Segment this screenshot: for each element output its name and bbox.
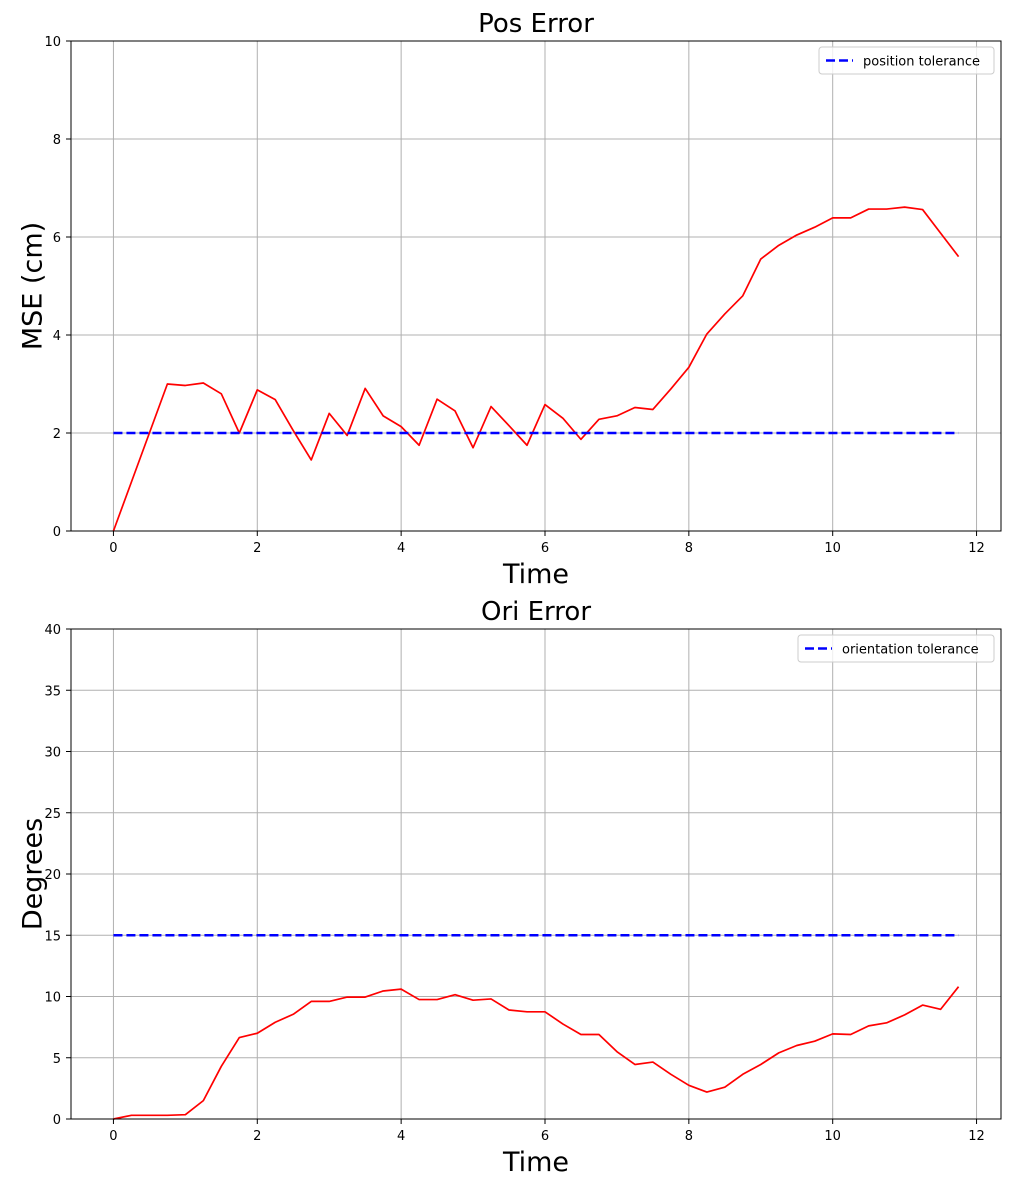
pos-error-x-tick-label: 6: [541, 541, 549, 556]
pos-error-y-tick-label: 8: [53, 133, 61, 148]
pos-error-error-line: [112, 206, 960, 532]
ori-error-ticks: 0 2 4 6 8 10 12 0 5 10 15 20 25 30 35 40: [44, 623, 984, 1144]
ori-error-y-tick-label: 10: [44, 991, 61, 1006]
pos-error-x-tick-label: 4: [397, 541, 405, 556]
pos-error-x-tick-label: 12: [968, 541, 985, 556]
pos-error-x-tick-label: 10: [824, 541, 841, 556]
ori-error-x-tick-label: 2: [253, 1129, 261, 1144]
ori-error-x-axis-label: Time: [502, 1147, 569, 1178]
ori-error-x-tick-label: 12: [968, 1129, 985, 1144]
ori-error-series: [113, 934, 960, 1120]
pos-error-title: Pos Error: [478, 9, 594, 39]
ori-error-x-tick-label: 6: [541, 1129, 549, 1144]
pos-error-x-tick-label: 0: [109, 541, 117, 556]
ori-error-y-tick-label: 30: [44, 746, 61, 761]
ori-error-y-tick-label: 25: [44, 807, 61, 822]
ori-error-title: Ori Error: [481, 597, 591, 627]
ori-error-y-tick-label: 20: [44, 868, 61, 883]
pos-error-legend: position tolerance: [818, 46, 995, 75]
ori-error-legend-box: [797, 634, 995, 663]
pos-error-y-tick-label: 4: [53, 329, 61, 344]
ori-error-y-axis-label: Degrees: [18, 818, 49, 930]
pos-error-y-tick-label: 2: [53, 427, 61, 442]
ori-error-y-tick-label: 35: [44, 684, 61, 699]
ori-error-y-tick-label: 0: [53, 1113, 61, 1128]
ori-error-y-tick-label: 5: [53, 1052, 61, 1067]
ori-error-legend: orientation tolerance: [797, 634, 995, 663]
ori-error-x-tick-label: 0: [109, 1129, 117, 1144]
pos-error-y-tick-label: 6: [53, 231, 61, 246]
pos-error-x-tick-label: 2: [253, 541, 261, 556]
pos-error-legend-label: position tolerance: [863, 55, 980, 70]
ori-error-x-tick-label: 8: [685, 1129, 693, 1144]
pos-error-legend-box: [818, 46, 995, 75]
ori-error-chart: 0 2 4 6 8 10 12 0 5 10 15 20 25 30 35 40 Ori Error Time…: [18, 597, 1002, 1178]
ori-error-x-tick-label: 10: [824, 1129, 841, 1144]
pos-error-x-tick-label: 8: [685, 541, 693, 556]
pos-error-y-tick-label: 10: [44, 35, 61, 50]
pos-error-x-axis-label: Time: [502, 559, 569, 590]
ori-error-y-tick-label: 40: [44, 623, 61, 638]
ori-error-error-line: [113, 986, 960, 1120]
pos-error-axes-frame: [70, 40, 1002, 532]
pos-error-ticks: 0 2 4 6 8 10 12 0 2 4 6 8 10: [44, 35, 984, 556]
ori-error-legend-label: orientation tolerance: [842, 643, 979, 658]
pos-error-y-axis-label: MSE (cm): [18, 222, 49, 350]
pos-error-y-tick-label: 0: [53, 525, 61, 540]
ori-error-y-tick-label: 15: [44, 929, 61, 944]
pos-error-series: [112, 206, 960, 532]
ori-error-x-tick-label: 4: [397, 1129, 405, 1144]
